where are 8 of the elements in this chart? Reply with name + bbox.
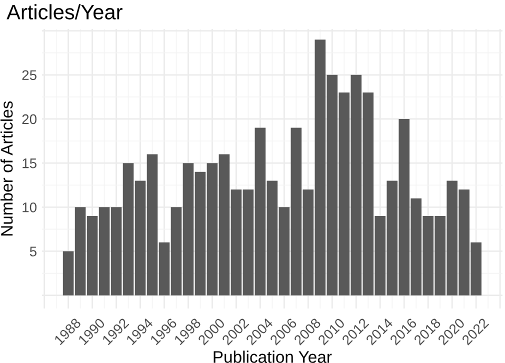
- y-tick-label: 5: [30, 246, 36, 256]
- y-tick-label: 25: [22, 70, 36, 80]
- x-axis-title: Publication Year: [214, 350, 332, 363]
- y-axis-title: Number of Articles: [0, 101, 13, 236]
- y-tick-label: 15: [22, 158, 36, 168]
- chart-title: Articles/Year: [6, 4, 122, 20]
- y-tick-label: 10: [22, 202, 37, 212]
- y-tick-label: 20: [22, 114, 37, 124]
